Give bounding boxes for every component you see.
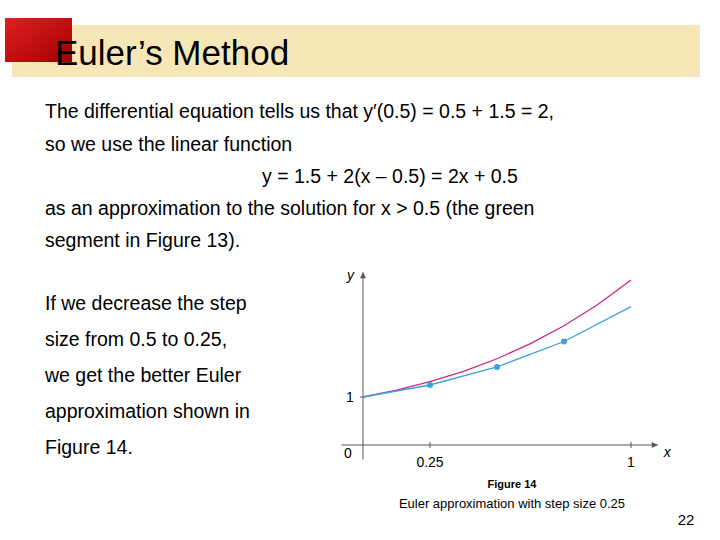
x-tick — [631, 442, 632, 448]
side-line: size from 0.5 to 0.25, — [45, 328, 227, 350]
series-line — [363, 280, 631, 397]
y-axis — [363, 272, 364, 459]
plot-data — [363, 280, 631, 397]
figure-caption: Euler approximation with step size 0.25 — [399, 496, 625, 511]
x-arrow — [652, 442, 658, 448]
title-bar — [12, 25, 700, 77]
figure-label: Figure 14 — [488, 478, 538, 490]
x-label: x — [663, 444, 672, 460]
side-line: Figure 14. — [45, 436, 133, 458]
body-line: y = 1.5 + 2(x – 0.5) = 2x + 0.5 — [262, 165, 518, 187]
y-label: y — [346, 267, 355, 283]
x-axis — [342, 445, 658, 446]
euler-point — [494, 364, 500, 370]
body-line: The differential equation tells us that … — [45, 100, 554, 122]
x-tick-label: 0 — [344, 445, 352, 461]
chart: x y 0 0.25 1 1 — [342, 267, 672, 470]
side-line: If we decrease the step — [45, 292, 247, 314]
title: Euler’s Method — [55, 33, 289, 72]
euler-point — [561, 339, 567, 345]
body-line: as an approximation to the solution for … — [45, 197, 534, 219]
side-line: we get the better Euler — [44, 364, 242, 386]
x-tick-label: 0.25 — [416, 454, 443, 470]
side-line: approximation shown in — [45, 400, 250, 422]
y-arrow — [360, 272, 366, 278]
series-line — [363, 307, 631, 397]
x-tick — [430, 442, 431, 448]
page-number: 22 — [678, 511, 695, 528]
x-tick-label: 1 — [627, 454, 635, 470]
y-tick-label: 1 — [346, 389, 354, 405]
euler-point — [427, 382, 433, 388]
slide: Euler’s Method The differential equation … — [0, 0, 720, 540]
body-line: so we use the linear function — [45, 133, 292, 155]
body-line: segment in Figure 13). — [45, 229, 240, 251]
